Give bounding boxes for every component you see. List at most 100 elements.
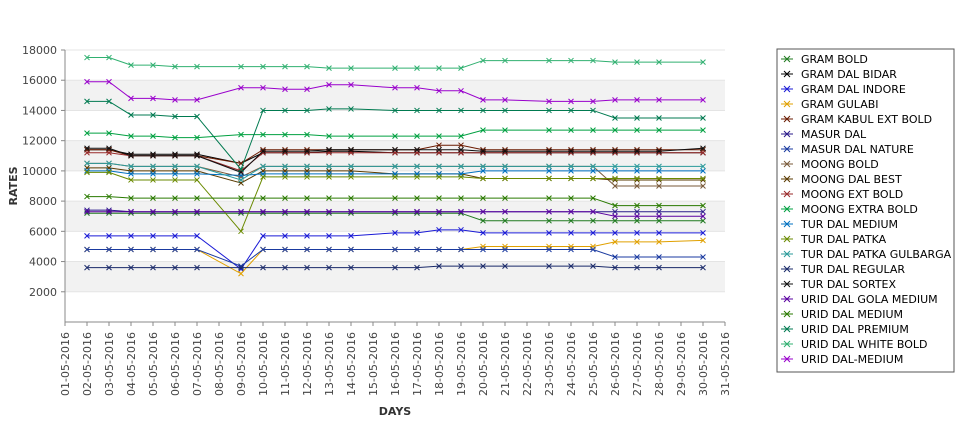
x-tick-label: 15-05-2016 [367, 332, 380, 396]
data-point [634, 208, 640, 215]
data-point [656, 168, 662, 174]
data-point [634, 229, 640, 236]
legend-label: URID DAL GOLA MEDIUM [801, 293, 938, 306]
data-point [502, 263, 508, 269]
data-point [656, 183, 662, 189]
data-point [326, 163, 332, 170]
axes [61, 49, 726, 326]
data-point [546, 263, 552, 269]
data-point [106, 149, 112, 156]
data-point [282, 131, 288, 138]
x-tick-label: 25-05-2016 [587, 332, 600, 396]
data-point [348, 133, 354, 139]
data-point [546, 168, 552, 174]
data-point [304, 63, 310, 70]
data-point [260, 84, 266, 91]
data-point [568, 107, 574, 114]
data-point [458, 133, 464, 139]
data-point [546, 107, 552, 114]
data-point [150, 195, 156, 201]
data-point [436, 133, 442, 139]
data-point [700, 264, 706, 271]
data-point [304, 148, 310, 155]
data-point [106, 193, 112, 200]
data-point [172, 208, 178, 215]
series-line [87, 57, 703, 69]
data-point [128, 62, 134, 68]
data-point [84, 130, 90, 136]
data-point [414, 195, 420, 201]
data-point [590, 148, 596, 155]
data-point [348, 146, 354, 153]
data-point [304, 86, 310, 93]
legend-label: MOONG EXT BOLD [801, 188, 903, 201]
data-point [590, 127, 596, 133]
legend-label: TUR DAL REGULAR [800, 263, 905, 276]
data-point [150, 177, 156, 183]
y-tick-label: 6000 [29, 225, 57, 238]
data-point [612, 229, 618, 236]
legend-swatch-marker [783, 115, 791, 123]
data-point [458, 195, 464, 201]
data-point [612, 59, 618, 65]
data-point [458, 174, 464, 180]
data-point [590, 107, 596, 114]
data-point [128, 208, 134, 215]
data-point [458, 142, 464, 149]
y-tick-label: 12000 [22, 135, 57, 148]
x-tick-label: 07-05-2016 [191, 332, 204, 396]
legend: GRAM BOLD GRAM DAL BIDAR GRAM DAL INDORE GR… [776, 48, 955, 373]
data-point [172, 97, 178, 103]
data-point [260, 233, 266, 239]
x-tick-label: 27-05-2016 [631, 332, 644, 396]
data-point [612, 264, 618, 271]
x-tick-label: 21-05-2016 [499, 332, 512, 396]
x-tick-label: 31-05-2016 [719, 332, 732, 396]
data-point [546, 175, 552, 182]
x-tick-label: 29-05-2016 [675, 332, 688, 396]
data-point [106, 233, 112, 239]
data-point [172, 63, 178, 70]
data-point [700, 202, 706, 209]
data-point [480, 97, 486, 103]
data-point [568, 263, 574, 269]
data-point [326, 81, 332, 88]
data-point [590, 195, 596, 201]
data-point [480, 208, 486, 215]
legend-swatch-marker [783, 295, 791, 303]
data-point [568, 127, 574, 133]
data-point [612, 127, 618, 133]
data-point [260, 107, 266, 114]
plot-band [65, 80, 725, 111]
y-tick-label: 4000 [29, 256, 57, 269]
data-point [568, 229, 574, 236]
data-point [656, 217, 662, 224]
y-tick-label: 16000 [22, 74, 57, 87]
data-point [458, 263, 464, 269]
series-line [87, 170, 703, 176]
data-point [612, 168, 618, 174]
data-point [700, 213, 706, 220]
data-point [502, 175, 508, 182]
data-point [194, 134, 200, 141]
data-point [612, 115, 618, 121]
x-tick-label: 17-05-2016 [411, 332, 424, 396]
data-point [282, 148, 288, 155]
data-point [304, 174, 310, 180]
data-point [634, 163, 640, 170]
data-point [590, 208, 596, 215]
data-point [590, 175, 596, 182]
x-tick-label: 20-05-2016 [477, 332, 490, 396]
data-point [172, 134, 178, 141]
legend-label: MOONG BOLD [801, 158, 879, 171]
data-point [414, 146, 420, 153]
data-point [634, 127, 640, 133]
x-tick-label: 09-05-2016 [235, 332, 248, 396]
data-point [392, 133, 398, 139]
data-point [414, 174, 420, 180]
data-point [634, 217, 640, 224]
data-point [634, 183, 640, 189]
data-point [282, 208, 288, 215]
data-point [238, 63, 244, 70]
data-point [700, 237, 706, 244]
